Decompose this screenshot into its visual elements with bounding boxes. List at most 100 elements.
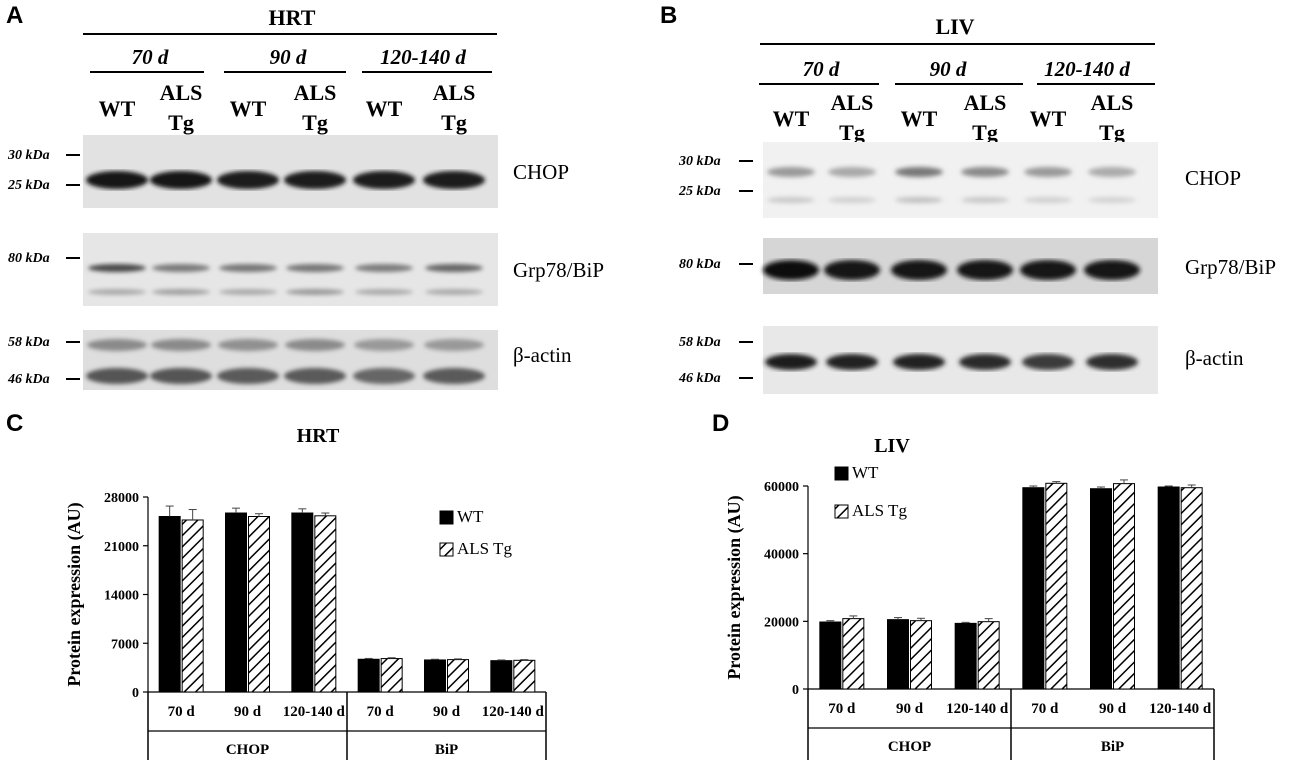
blot-band-actin-upper — [285, 339, 345, 351]
x-category-label: 120-140 d — [946, 701, 1009, 717]
blot-b-label-actin: β-actin — [1185, 346, 1244, 370]
y-tick-label: 0 — [132, 686, 139, 701]
blot-b-marker-25: 25 kDa — [678, 184, 721, 199]
lane-label-wt: WT — [1030, 106, 1067, 131]
blot-b-label-bip: Grp78/BiP — [1185, 255, 1276, 279]
blot-band-chop — [86, 171, 148, 189]
panel-letter-c: C — [6, 410, 24, 437]
blot-band-actin — [959, 354, 1011, 370]
blot-band-chop — [217, 171, 279, 189]
legend-label-wt: WT — [852, 463, 879, 482]
blot-a-marker-25: 25 kDa — [7, 178, 50, 193]
legend-label-wt: WT — [457, 507, 484, 526]
blot-band-actin-upper — [151, 339, 211, 351]
y-tick-label: 20000 — [764, 615, 799, 630]
bar-wt — [424, 659, 446, 693]
x-category-label: 90 d — [433, 704, 461, 720]
blot-a-label-chop: CHOP — [513, 160, 569, 184]
lane-label-wt: WT — [901, 106, 938, 131]
blot-band-actin — [353, 368, 415, 384]
blot-band-actin — [893, 354, 945, 370]
blot-band-actin — [86, 368, 148, 384]
y-tick-label: 28000 — [104, 491, 139, 506]
blot-a-group-120-140d: 120-140 d — [380, 45, 466, 69]
chart-title: LIV — [874, 435, 910, 457]
lane-label-tg: Tg — [839, 120, 865, 145]
x-category-label: 90 d — [234, 704, 262, 720]
bar-wt — [819, 621, 842, 690]
bar-wt — [1022, 487, 1045, 690]
blot-a-chop-strip — [83, 135, 498, 208]
blot-b-marker-30: 30 kDa — [678, 154, 721, 169]
blot-band-bip-lower — [152, 289, 210, 295]
chart-title: HRT — [297, 425, 340, 447]
blot-band-chop — [767, 167, 815, 177]
bar-wt — [490, 660, 513, 693]
blot-band-chop — [150, 171, 212, 189]
bar-wt — [158, 516, 181, 693]
x-category-label: 90 d — [896, 701, 924, 717]
bar-als-tg — [910, 620, 932, 690]
blot-a-group-90d: 90 d — [270, 45, 307, 69]
blot-a-label-bip: Grp78/BiP — [513, 258, 604, 282]
blot-band-bip — [1084, 260, 1140, 280]
bar-wt — [357, 658, 380, 693]
lane-label-als: ALS — [160, 80, 203, 105]
blot-a-marker-58: 58 kDa — [8, 335, 50, 350]
lane-label-wt: WT — [773, 106, 810, 131]
x-category-label: 70 d — [367, 704, 395, 720]
blot-band-bip — [1020, 260, 1076, 280]
panel-letter-a: A — [6, 2, 24, 29]
bar-als-tg — [1180, 487, 1203, 690]
blot-a-marker-30: 30 kDa — [7, 148, 50, 163]
legend-label-als-tg: ALS Tg — [457, 539, 512, 558]
blot-band-bip — [891, 260, 947, 280]
x-group-label-bip: BiP — [435, 742, 458, 758]
lane-label-als: ALS — [964, 90, 1007, 115]
blot-band-bip — [286, 264, 344, 272]
blot-band-actin — [765, 354, 817, 370]
y-tick-label: 7000 — [111, 637, 139, 652]
lane-label-als: ALS — [831, 90, 874, 115]
blot-b-marker-80: 80 kDa — [679, 257, 721, 272]
blot-band-actin — [217, 368, 279, 384]
bar-als-tg — [181, 519, 204, 693]
bar-wt — [1090, 488, 1112, 690]
legend-swatch-wt — [439, 510, 454, 525]
blot-band-chop — [961, 167, 1009, 177]
lane-label-wt: WT — [99, 96, 136, 121]
bar-wt — [291, 512, 314, 693]
blot-band-chop-lower — [1088, 197, 1136, 203]
y-tick-label: 0 — [792, 683, 799, 698]
bar-als-tg — [447, 659, 469, 693]
blot-b-marker-46: 46 kDa — [678, 371, 721, 386]
y-tick-label: 40000 — [764, 548, 799, 563]
blot-band-bip — [152, 264, 210, 272]
blot-band-actin-upper — [218, 339, 278, 351]
bar-wt — [954, 622, 977, 690]
blot-band-bip — [219, 264, 277, 272]
blot-band-chop-lower — [961, 197, 1009, 203]
blot-band-chop — [1024, 167, 1072, 177]
bar-als-tg — [248, 516, 270, 693]
blot-band-actin — [1022, 354, 1074, 370]
bar-chart-liv: LIV 0 20000 40000 60000 Protein expression (A… — [724, 435, 1215, 760]
blot-band-bip — [763, 260, 819, 280]
blot-band-bip — [957, 260, 1013, 280]
blot-b-group-120-140d: 120-140 d — [1044, 57, 1130, 81]
panel-letter-d: D — [712, 410, 730, 437]
blot-band-actin — [150, 368, 212, 384]
lane-label-wt: WT — [366, 96, 403, 121]
bar-chart-hrt: HRT 0 7000 14000 21000 28000 Protein expressio… — [64, 425, 547, 760]
blot-band-actin — [1086, 354, 1138, 370]
blot-a-title: HRT — [269, 5, 316, 30]
lane-label-tg: Tg — [302, 110, 328, 135]
western-blot-hrt: HRT 70 d 90 d 120-140 d WT ALS Tg WT ALS Tg WT… — [7, 5, 604, 390]
x-group-label-bip: BiP — [1101, 739, 1124, 755]
lane-label-tg: Tg — [972, 120, 998, 145]
x-category-label: 120-140 d — [1149, 701, 1212, 717]
blot-band-actin — [423, 368, 485, 384]
x-category-label: 120-140 d — [283, 704, 346, 720]
blot-band-bip — [824, 260, 880, 280]
blot-band-bip-lower — [425, 289, 483, 295]
